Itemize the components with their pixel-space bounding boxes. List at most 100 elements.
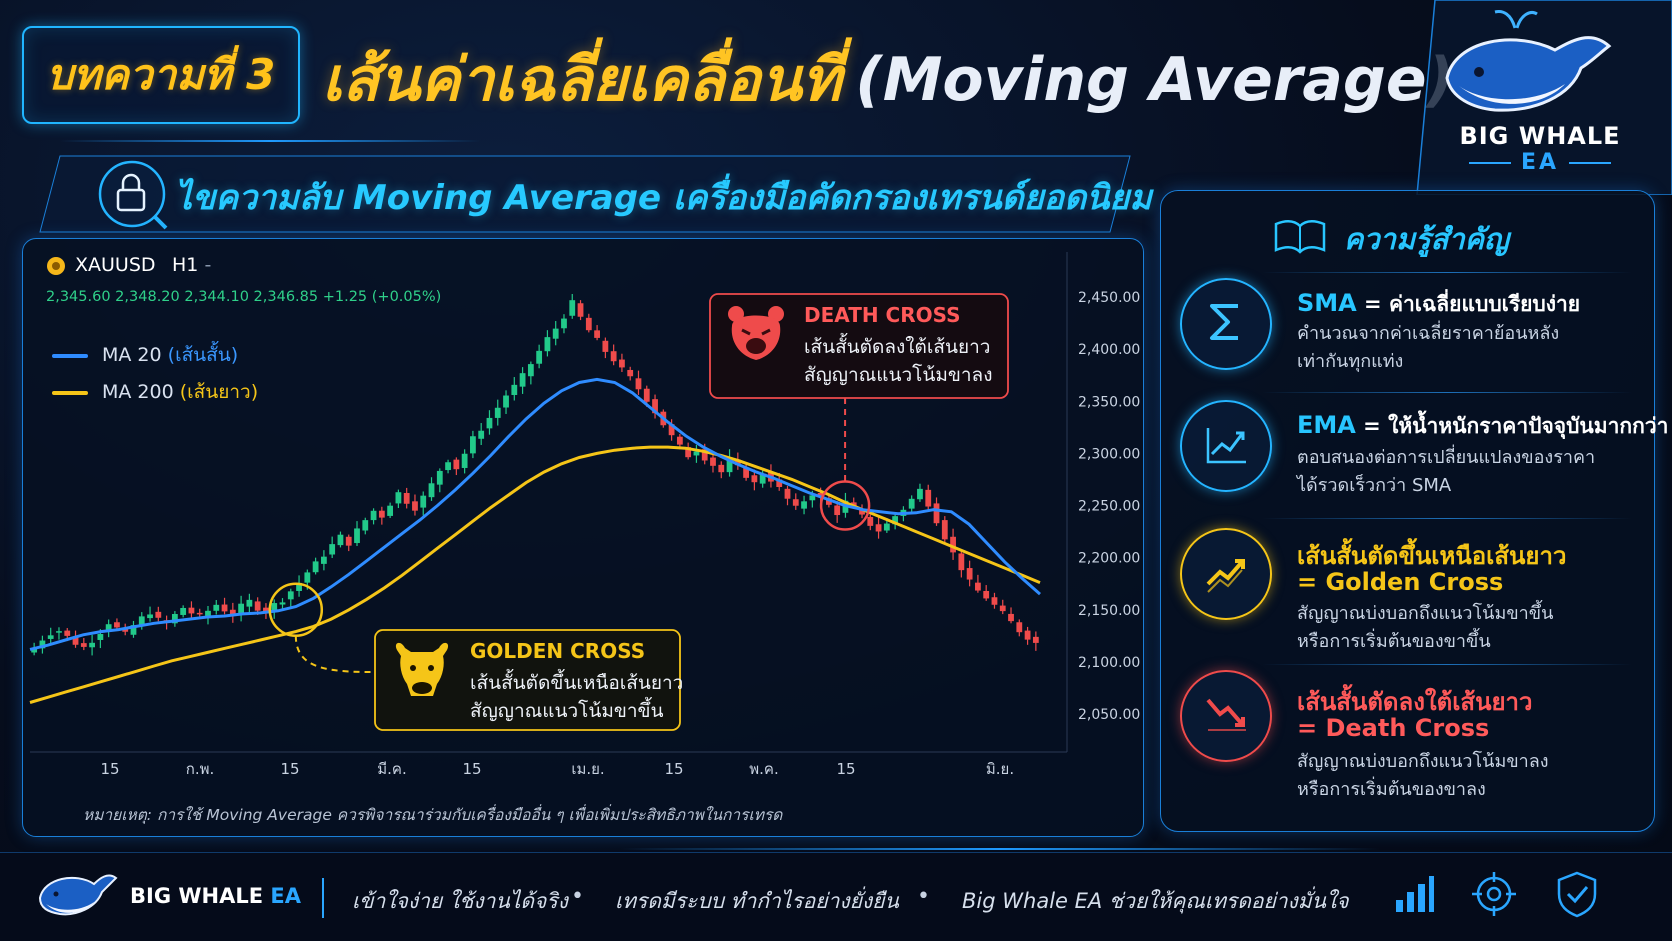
divider (1262, 518, 1632, 519)
chart-note: หมายเหตุ: การใช้ Moving Average ควรพิจาร… (83, 806, 783, 824)
trend-down-icon (1206, 698, 1246, 731)
divider (1262, 664, 1632, 665)
candle-body (809, 495, 816, 501)
candle-body (585, 317, 592, 331)
candle-body (619, 359, 625, 368)
candle-body (801, 501, 807, 509)
legend-swatch (52, 390, 88, 395)
candle-body (122, 628, 129, 632)
whale-logo-icon (38, 874, 118, 916)
candle-body (287, 591, 294, 600)
candle-body (676, 436, 683, 445)
candle-body (875, 524, 882, 532)
candle-body (643, 388, 650, 402)
ema-desc-2: ได้รวดเร็วกว่า SMA (1297, 475, 1452, 496)
candle-body (47, 635, 54, 639)
shield-check-icon (1557, 871, 1597, 918)
death-cross-box (709, 293, 1009, 399)
candle-body (627, 369, 634, 377)
sigma-icon (1210, 304, 1238, 340)
death-cross-line2: สัญญาณแนวโน้มขาลง (804, 363, 992, 386)
sma-desc-2: เท่ากันทุกแท่ง (1297, 351, 1404, 372)
title-english: (Moving Average) (855, 45, 1454, 115)
candle-body (221, 604, 228, 612)
candle-body (155, 611, 162, 618)
y-tick-label: 2,300.00 (1078, 446, 1140, 462)
ma200-line (29, 445, 1041, 704)
ema-title: EMA = ให้น้ำหนักราคาปัจจุบันมากกว่า (1297, 410, 1668, 443)
ohlc-readout: 2,345.60 2,348.20 2,344.10 2,346.85 +1.2… (46, 289, 442, 305)
candle-body (536, 350, 543, 364)
legend-swatch (52, 353, 88, 358)
x-tick-label: 15 (836, 760, 855, 778)
candle-body (784, 488, 791, 499)
legend-label: MA 20 (102, 344, 168, 366)
candle-body (751, 475, 758, 483)
candle-body (80, 643, 87, 647)
candle-body (64, 630, 71, 636)
legend-note: (เส้นสั้น) (167, 344, 239, 366)
subtitle: ไขความลับ Moving Average เครื่องมือคัดกร… (175, 178, 1152, 218)
candle-body (337, 534, 344, 546)
candle-body (263, 607, 269, 613)
candle-body (1032, 636, 1039, 643)
candle-body (999, 605, 1006, 612)
candle-body (602, 340, 609, 352)
chart-timeframe: H1 - (172, 254, 211, 276)
article-number-badge: บทความที่ 3 (22, 26, 300, 124)
footer-dot: • (917, 884, 930, 909)
candle-body (31, 648, 38, 653)
candle-body (56, 631, 62, 633)
candle-body (859, 508, 865, 515)
price-chart: 2,450.00 2,400.00 2,350.00 2,300.00 2,250.00… (29, 252, 1140, 778)
candle-body (519, 373, 526, 387)
x-tick-label: 15 (664, 760, 683, 778)
death-cross-heading-2: = Death Cross (1297, 714, 1490, 742)
page-title: เส้นค่าเฉลี่ยเคลื่อนที่ (Moving Average) (322, 32, 1454, 127)
candle-body (370, 510, 377, 521)
death-cross-heading: เส้นสั้นตัดลงใต้เส้นยาว (1297, 688, 1533, 716)
golden-cross-heading-2: = Golden Cross (1297, 568, 1504, 596)
y-tick-label: 2,450.00 (1078, 290, 1140, 306)
growth-chart-icon (1206, 428, 1246, 464)
gold-coin-icon (47, 257, 65, 275)
bar-chart-icon (1396, 876, 1434, 912)
candle-body (991, 597, 998, 605)
timeframe-suffix: - (204, 254, 212, 276)
y-tick-label: 2,050.00 (1078, 707, 1140, 723)
candle-body (1024, 630, 1031, 640)
candle-body (983, 590, 990, 599)
candle-body (925, 489, 932, 507)
candle-body (975, 582, 981, 591)
candle-body (710, 457, 716, 466)
timeframe-value: H1 (172, 254, 199, 276)
candle-body (718, 464, 725, 473)
candle-body (917, 488, 923, 500)
candle-body (552, 328, 559, 339)
candle-body (213, 604, 220, 611)
candle-body (436, 470, 443, 485)
golden-cross-line2: สัญญาณแนวโน้มขาขึ้น (470, 697, 664, 722)
footer-brand-ea: EA (270, 884, 302, 908)
golden-cross-leader (294, 635, 373, 673)
golden-cross-desc-1: สัญญาณบ่งบอกถึงแนวโน้มขาขึ้น (1297, 603, 1554, 624)
y-tick-label: 2,250.00 (1078, 499, 1140, 515)
x-tick-label: ก.พ. (186, 760, 215, 778)
x-tick-label: 15 (100, 760, 119, 778)
candle-body (205, 610, 211, 618)
candle-body (461, 453, 468, 468)
golden-cross-box (374, 629, 681, 731)
candle-body (561, 318, 567, 329)
sma-definition: = ค่าเฉลี่ยแบบเรียบง่าย (1356, 292, 1581, 316)
candle-body (196, 612, 203, 615)
x-tick-label: เม.ย. (571, 760, 604, 778)
footer-slogan-1: เข้าใจง่าย ใช้งานได้จริง (352, 889, 568, 913)
candle-body (867, 516, 874, 526)
bear-icon (728, 306, 784, 360)
candle-body (254, 601, 261, 611)
candle-body (503, 395, 509, 408)
divider (1262, 272, 1632, 273)
candle-body (114, 622, 120, 628)
info-title: ความรู้สำคัญ (1344, 222, 1509, 256)
ma20-line (29, 377, 1041, 651)
